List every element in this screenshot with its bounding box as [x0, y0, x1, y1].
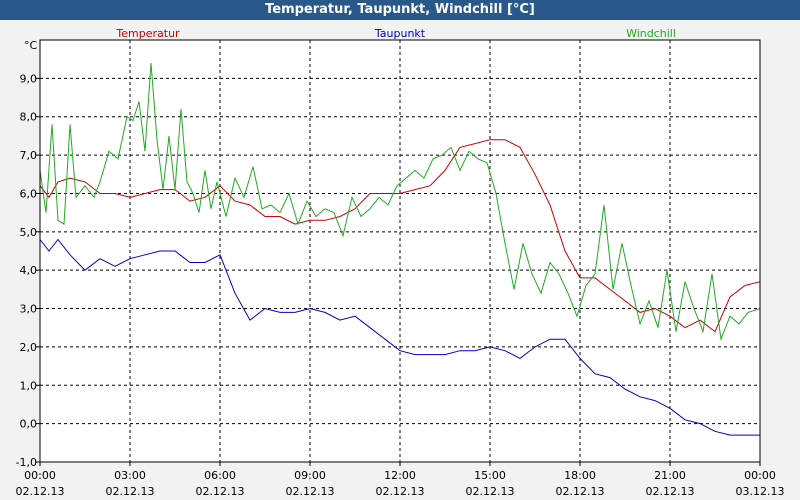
- x-tick-label-date: 03.12.13: [736, 485, 785, 498]
- x-tick-label-time: 15:00: [474, 469, 506, 482]
- y-axis-label: °C: [24, 39, 38, 52]
- x-tick-label-time: 06:00: [204, 469, 236, 482]
- x-tick-label-time: 00:00: [24, 469, 56, 482]
- x-tick-label-time: 00:00: [744, 469, 776, 482]
- series-line-temperatur: [39, 139, 761, 333]
- x-tick-label-time: 21:00: [654, 469, 686, 482]
- x-tick-label-date: 02.12.13: [16, 485, 65, 498]
- y-tick-label: 2,0: [20, 341, 38, 354]
- series-line-taupunkt: [39, 238, 760, 436]
- y-tick-label: 3,0: [20, 303, 38, 316]
- y-tick-label: 0,0: [20, 418, 38, 431]
- x-tick-label-date: 02.12.13: [106, 485, 155, 498]
- line-chart: -1,0 0,0 1,0 2,0 3,0 4,0 5,0 6,0 7,0 8,0 9,0 00:00 0…: [16, 27, 785, 498]
- y-tick-label: 1,0: [20, 379, 38, 392]
- x-tick-label-date: 02.12.13: [376, 485, 425, 498]
- y-tick-label: 5,0: [20, 226, 38, 239]
- x-tick-label-date: 02.12.13: [466, 485, 515, 498]
- x-tick-label-time: 03:00: [114, 469, 146, 482]
- x-tick-label-date: 02.12.13: [196, 485, 245, 498]
- x-tick-label-time: 12:00: [384, 469, 416, 482]
- y-tick-label: 7,0: [20, 149, 38, 162]
- y-tick-label: 6,0: [20, 187, 38, 200]
- x-tick-label-date: 02.12.13: [646, 485, 695, 498]
- plot-border: [39, 39, 761, 463]
- y-tick-label: 9,0: [20, 72, 38, 85]
- legend-entry-windchill: Windchill: [626, 27, 676, 40]
- legend-entry-temperatur: Temperatur: [115, 27, 180, 40]
- y-tick-label: 4,0: [20, 264, 38, 277]
- x-tick-label-time: 18:00: [564, 469, 596, 482]
- x-tick-label-date: 02.12.13: [556, 485, 605, 498]
- x-tick-label-date: 02.12.13: [286, 485, 335, 498]
- chart-title: Temperatur, Taupunkt, Windchill [°C]: [265, 2, 535, 17]
- y-tick-label: -1,0: [16, 456, 37, 469]
- y-tick-label: 8,0: [20, 111, 38, 124]
- legend-entry-taupunkt: Taupunkt: [374, 27, 426, 40]
- x-tick-label-time: 09:00: [294, 469, 326, 482]
- chart-title-bar: Temperatur, Taupunkt, Windchill [°C]: [0, 0, 800, 20]
- series-line-windchill: [39, 62, 761, 342]
